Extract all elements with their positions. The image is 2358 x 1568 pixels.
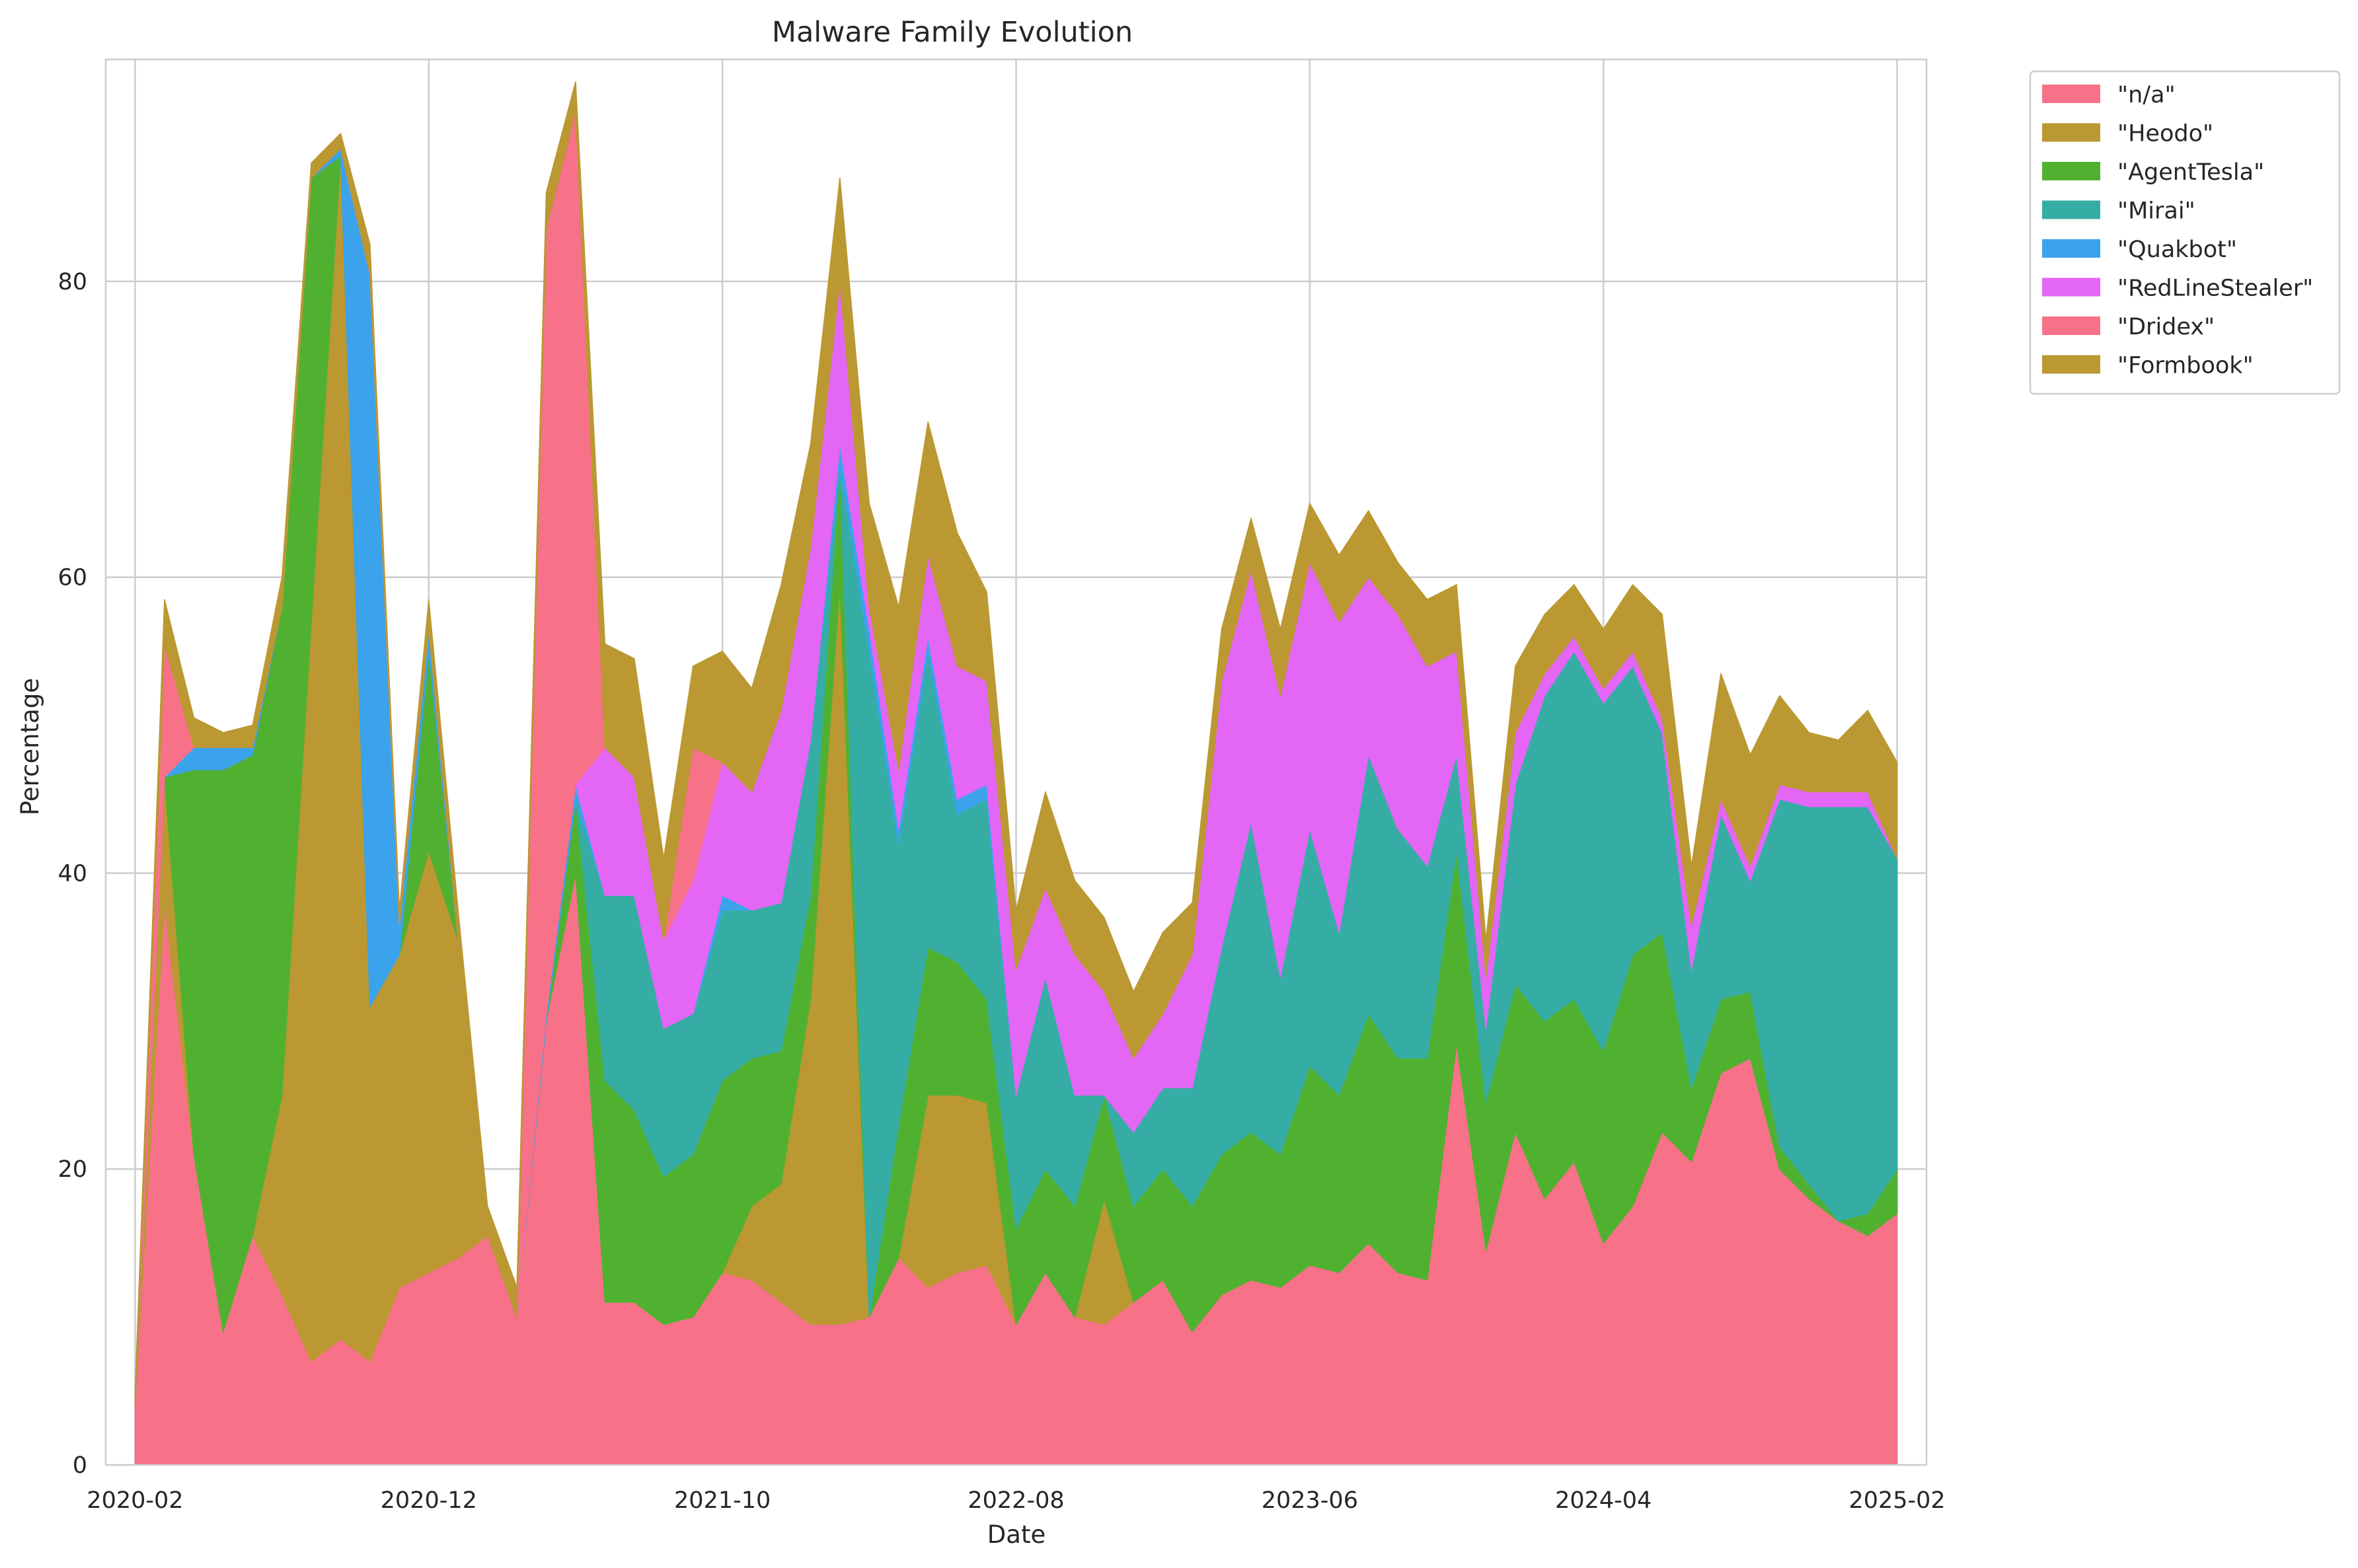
y-tick-label: 20 xyxy=(57,1156,87,1183)
legend-swatch xyxy=(2042,162,2100,180)
legend-label: "n/a" xyxy=(2117,82,2176,108)
legend-swatch xyxy=(2042,239,2100,258)
legend-box xyxy=(2029,70,2341,395)
x-axis-label: Date xyxy=(987,1520,1046,1549)
x-tick-label: 2024-04 xyxy=(1555,1487,1652,1514)
legend-label: "AgentTesla" xyxy=(2117,159,2264,186)
y-tick-label: 40 xyxy=(57,860,87,887)
legend-swatch xyxy=(2042,355,2100,374)
x-tick-label: 2025-02 xyxy=(1848,1487,1945,1514)
legend-swatch xyxy=(2042,123,2100,142)
legend-label: "Formbook" xyxy=(2117,353,2254,379)
area-series-7 xyxy=(134,81,1898,1407)
x-tick-label: 2020-12 xyxy=(381,1487,477,1514)
legend-swatch xyxy=(2042,278,2100,297)
legend-label: "Heodo" xyxy=(2117,121,2213,147)
chart-title: Malware Family Evolution xyxy=(772,16,1133,49)
legend: "n/a" "Heodo" "AgentTesla" "Mirai" "Quakbot"… xyxy=(2029,70,2341,395)
legend-label: "Dridex" xyxy=(2117,314,2215,340)
x-tick-label: 2022-08 xyxy=(968,1487,1064,1514)
y-tick-label: 0 xyxy=(73,1452,87,1479)
plot-frame xyxy=(104,58,1928,1466)
y-tick-label: 60 xyxy=(57,565,87,591)
legend-swatch xyxy=(2042,200,2100,219)
y-axis-label: Percentage xyxy=(16,678,44,815)
legend-swatch xyxy=(2042,85,2100,103)
legend-label: "RedLineStealer" xyxy=(2117,276,2313,302)
x-tick-label: 2020-02 xyxy=(87,1487,183,1514)
legend-label: "Mirai" xyxy=(2117,198,2195,225)
x-tick-label: 2021-10 xyxy=(674,1487,771,1514)
legend-swatch xyxy=(2042,317,2100,335)
legend-label: "Quakbot" xyxy=(2117,237,2237,263)
y-tick-label: 80 xyxy=(57,269,87,295)
x-tick-label: 2023-06 xyxy=(1262,1487,1358,1514)
